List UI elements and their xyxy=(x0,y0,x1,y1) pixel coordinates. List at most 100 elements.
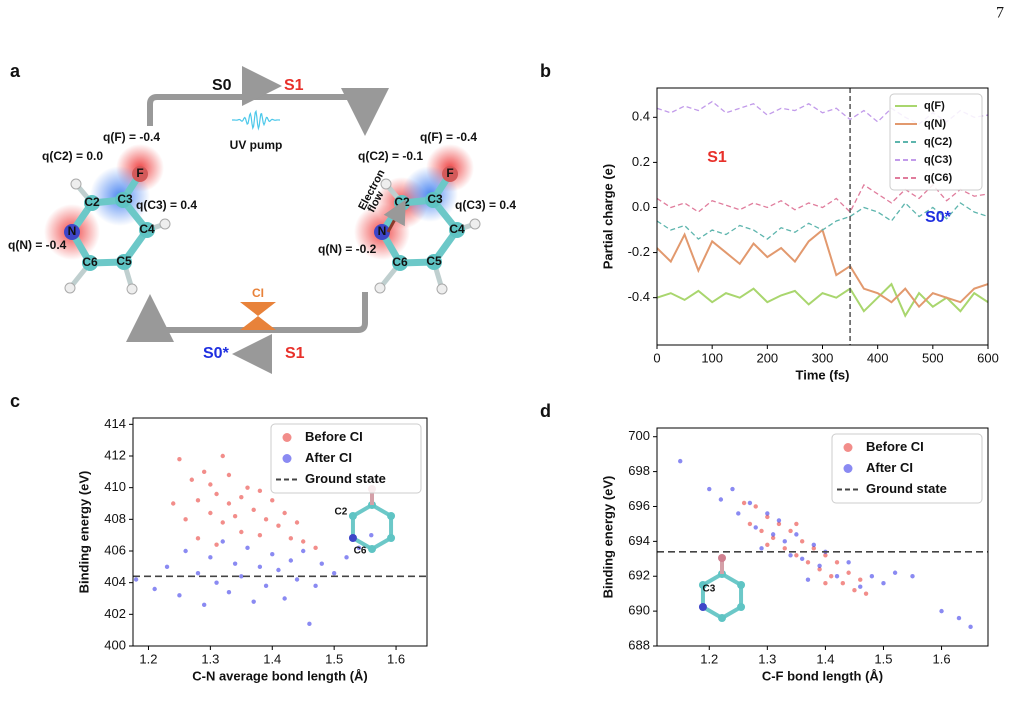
atom-label: C6 xyxy=(82,255,98,269)
scatter-point xyxy=(133,577,139,582)
x-axis-label: Time (fs) xyxy=(796,367,850,382)
state-annotation: S0* xyxy=(925,209,952,226)
hydrogen xyxy=(159,218,171,230)
scatter-point xyxy=(220,520,225,525)
atom-label: F xyxy=(446,166,453,180)
scatter-point xyxy=(736,511,741,516)
inset-atom xyxy=(737,581,746,589)
atom xyxy=(132,166,148,182)
legend-box xyxy=(889,93,983,191)
scatter-point xyxy=(910,574,915,579)
hydrogen xyxy=(436,283,448,295)
scatter-point xyxy=(245,545,250,551)
pump-label: UV pump xyxy=(230,138,283,152)
legend-label: After CI xyxy=(305,450,352,465)
inset-label: C2 xyxy=(335,507,348,518)
scatter-point xyxy=(939,608,944,614)
y-axis-label: Binding energy (eV) xyxy=(600,476,615,599)
x-tick-label: 1.6 xyxy=(387,651,405,666)
scatter-point xyxy=(794,532,799,537)
scatter-point xyxy=(344,555,349,560)
scatter-point xyxy=(718,497,724,502)
inset-atom xyxy=(387,534,396,542)
scatter-point xyxy=(208,555,213,560)
inset-atom xyxy=(737,603,746,611)
atom xyxy=(374,224,390,240)
scatter-point xyxy=(183,517,188,522)
scatter-point xyxy=(226,589,232,595)
scatter-point xyxy=(829,574,834,579)
scatter-point xyxy=(263,583,269,589)
y-axis-label: Binding energy (eV) xyxy=(76,471,91,594)
axes-frame xyxy=(132,417,428,647)
hydrogen xyxy=(64,282,76,294)
series-line xyxy=(657,201,988,240)
x-tick-label: 1.3 xyxy=(758,651,776,666)
legend-label: q(N) xyxy=(924,118,946,130)
atom xyxy=(82,255,98,271)
scatter-point xyxy=(730,486,735,492)
scatter-point xyxy=(817,563,822,568)
scatter-point xyxy=(805,577,811,582)
y-tick-label: 410 xyxy=(104,479,126,494)
scatter-point xyxy=(177,593,182,598)
legend-box xyxy=(831,433,983,504)
charge-label: q(C3) = 0.4 xyxy=(136,198,197,212)
scatter-point xyxy=(770,532,776,537)
scatter-point xyxy=(788,528,793,534)
scatter-point xyxy=(707,486,712,492)
scatter-point xyxy=(183,548,188,554)
scatter-point xyxy=(282,510,287,516)
page-number: 7 xyxy=(996,5,1004,22)
scatter-point xyxy=(846,570,851,575)
scatter-point xyxy=(369,532,374,538)
scatter-point xyxy=(858,577,863,582)
y-tick-label: 404 xyxy=(104,574,126,589)
scatter-point xyxy=(753,504,758,509)
atom xyxy=(64,224,80,240)
scatter-point xyxy=(220,539,225,544)
inset-atom xyxy=(698,603,707,611)
charge-label: q(C2) = 0.0 xyxy=(42,149,103,163)
scatter-point xyxy=(195,498,201,503)
scatter-point xyxy=(765,511,770,516)
x-tick-label: 400 xyxy=(867,350,889,365)
scatter-point xyxy=(177,456,182,462)
panel-label: a xyxy=(10,61,21,81)
x-tick-label: 0 xyxy=(653,350,660,365)
x-tick-label: 500 xyxy=(922,350,944,365)
y-tick-label: 400 xyxy=(104,637,126,652)
inset-atom xyxy=(718,614,726,622)
scatter-point xyxy=(208,482,213,487)
ci-label: CI xyxy=(252,286,264,300)
inset-atom xyxy=(698,581,707,589)
scatter-point xyxy=(257,488,263,494)
scatter-point xyxy=(823,553,828,558)
scatter-point xyxy=(251,599,256,604)
scatter-point xyxy=(799,556,805,561)
scatter-point xyxy=(195,536,201,541)
inset-atom xyxy=(368,545,376,553)
ci-funnel xyxy=(240,302,276,330)
scatter-point xyxy=(823,581,828,586)
inset-atom xyxy=(348,534,357,542)
y-tick-label: 694 xyxy=(628,533,650,548)
scatter-point xyxy=(288,558,294,563)
legend-label: Before CI xyxy=(305,429,363,444)
charge-label: q(C2) = -0.1 xyxy=(358,149,423,163)
atom-label: C4 xyxy=(139,222,155,236)
hydrogen xyxy=(374,282,386,294)
hydrogen xyxy=(70,178,82,190)
scatter-point xyxy=(270,498,275,503)
legend-label: q(C6) xyxy=(924,172,952,184)
legend-label: q(F) xyxy=(924,100,945,112)
inset-label: C3 xyxy=(703,584,716,595)
scatter-point xyxy=(863,591,869,596)
atom-label: N xyxy=(378,224,387,238)
x-axis-label: C-N average bond length (Å) xyxy=(192,668,368,683)
atom xyxy=(139,222,155,238)
scatter-point xyxy=(263,517,269,522)
atom xyxy=(449,222,465,238)
plot-area xyxy=(657,88,988,345)
